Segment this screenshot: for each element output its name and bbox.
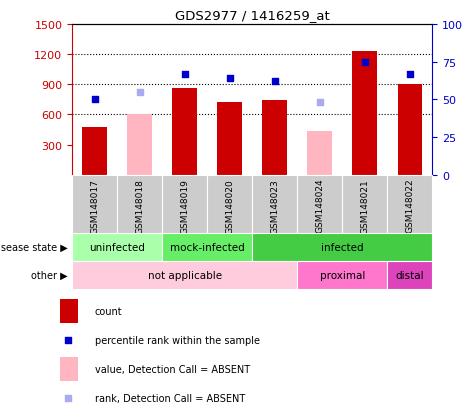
Bar <box>127 115 152 176</box>
Bar <box>72 234 162 261</box>
Text: not applicable: not applicable <box>147 270 222 280</box>
Text: value, Detection Call = ABSENT: value, Detection Call = ABSENT <box>95 364 250 374</box>
Bar <box>252 176 297 234</box>
Bar <box>72 176 117 234</box>
Bar <box>162 176 207 234</box>
Bar <box>387 176 432 234</box>
Text: mock-infected: mock-infected <box>170 242 245 252</box>
Bar <box>297 261 387 289</box>
Bar <box>60 358 78 381</box>
Text: GSM148024: GSM148024 <box>315 178 324 233</box>
Point <box>226 76 233 82</box>
Point <box>91 97 98 103</box>
Bar <box>173 89 197 176</box>
Bar <box>72 261 297 289</box>
Bar <box>207 176 252 234</box>
Bar <box>82 127 107 176</box>
Point <box>181 71 188 78</box>
Text: percentile rank within the sample: percentile rank within the sample <box>95 335 260 345</box>
Bar <box>387 261 432 289</box>
Title: GDS2977 / 1416259_at: GDS2977 / 1416259_at <box>175 9 330 22</box>
Text: GSM148022: GSM148022 <box>405 178 414 233</box>
Text: GSM148018: GSM148018 <box>135 178 144 233</box>
Text: GSM148017: GSM148017 <box>90 178 99 233</box>
Bar <box>262 101 287 176</box>
Text: proximal: proximal <box>319 270 365 280</box>
Bar <box>252 234 432 261</box>
Bar <box>307 131 332 176</box>
Text: GSM148019: GSM148019 <box>180 178 189 233</box>
Point <box>316 100 324 107</box>
Bar <box>117 176 162 234</box>
Point <box>271 79 279 85</box>
Text: GSM148020: GSM148020 <box>225 178 234 233</box>
Text: GSM148021: GSM148021 <box>360 178 369 233</box>
Text: uninfected: uninfected <box>89 242 145 252</box>
Text: count: count <box>95 306 122 316</box>
Bar <box>162 234 252 261</box>
Text: distal: distal <box>396 270 424 280</box>
Text: infected: infected <box>321 242 364 252</box>
Bar <box>217 103 242 176</box>
Text: other ▶: other ▶ <box>31 270 67 280</box>
Text: disease state ▶: disease state ▶ <box>0 242 67 252</box>
Text: GSM148023: GSM148023 <box>270 178 279 233</box>
Bar <box>60 300 78 323</box>
Bar <box>297 176 342 234</box>
Bar <box>342 176 387 234</box>
Point <box>136 89 143 96</box>
Point <box>361 59 369 66</box>
Bar <box>352 52 377 176</box>
Point <box>406 71 414 78</box>
Point <box>411 215 418 222</box>
Text: rank, Detection Call = ABSENT: rank, Detection Call = ABSENT <box>95 393 245 403</box>
Bar <box>398 85 422 176</box>
